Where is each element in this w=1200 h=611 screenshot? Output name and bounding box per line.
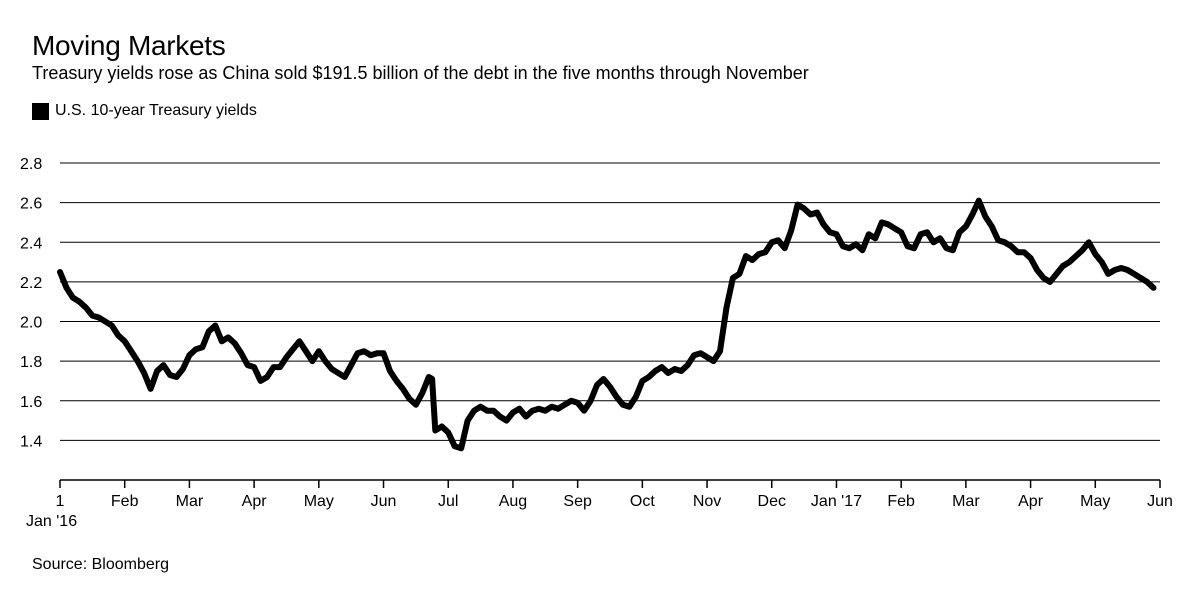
chart-title: Moving Markets bbox=[32, 30, 226, 61]
x-tick-label: Mar bbox=[176, 493, 204, 510]
x-tick-label: May bbox=[304, 493, 334, 510]
source-note: Source: Bloomberg bbox=[32, 556, 169, 573]
x-tick-label: 1 bbox=[56, 493, 65, 510]
y-tick-label: 2.6 bbox=[20, 196, 42, 213]
chart-subtitle: Treasury yields rose as China sold $191.… bbox=[32, 63, 809, 83]
y-tick-label: 2.4 bbox=[20, 235, 42, 252]
x-tick-label: Jun bbox=[371, 493, 397, 510]
legend: U.S. 10-year Treasury yields bbox=[32, 102, 257, 120]
x-tick-label: Mar bbox=[952, 493, 980, 510]
y-tick-label: 1.6 bbox=[20, 394, 42, 411]
y-tick-label: 2.2 bbox=[20, 275, 42, 292]
series-line-treasury-yield bbox=[57, 197, 1157, 452]
series-group bbox=[57, 197, 1157, 452]
x-tick-label: Dec bbox=[758, 493, 786, 510]
x-axis: 1 Jan '16 Feb Mar Apr May Jun Jul Aug Sep Oct Nov De… bbox=[26, 479, 1173, 530]
x-tick-label: Nov bbox=[693, 493, 721, 510]
x-tick-label: Apr bbox=[1018, 493, 1044, 510]
y-tick-label: 2.0 bbox=[20, 315, 42, 332]
x-tick-label: Jan '17 bbox=[811, 493, 862, 510]
y-axis: 1.4 1.6 1.8 2.0 2.2 2.4 2.6 2.8 bbox=[20, 156, 42, 450]
x-tick-sublabel: Jan '16 bbox=[26, 513, 77, 530]
x-tick-label: Oct bbox=[630, 493, 655, 510]
x-tick-label: May bbox=[1080, 493, 1110, 510]
x-tick-label: Jun bbox=[1147, 493, 1173, 510]
y-tick-label: 1.8 bbox=[20, 354, 42, 371]
x-tick-label: Sep bbox=[563, 493, 592, 510]
x-tick-label: Aug bbox=[499, 493, 527, 510]
grid-lines bbox=[60, 162, 1160, 441]
legend-swatch bbox=[32, 102, 49, 120]
x-tick-label: Jul bbox=[438, 493, 458, 510]
y-tick-label: 1.4 bbox=[20, 433, 42, 450]
y-tick-label: 2.8 bbox=[20, 156, 42, 173]
x-tick-label: Feb bbox=[887, 493, 915, 510]
x-tick-label: Feb bbox=[111, 493, 139, 510]
x-tick-label: Apr bbox=[242, 493, 268, 510]
legend-label: U.S. 10-year Treasury yields bbox=[55, 102, 257, 119]
